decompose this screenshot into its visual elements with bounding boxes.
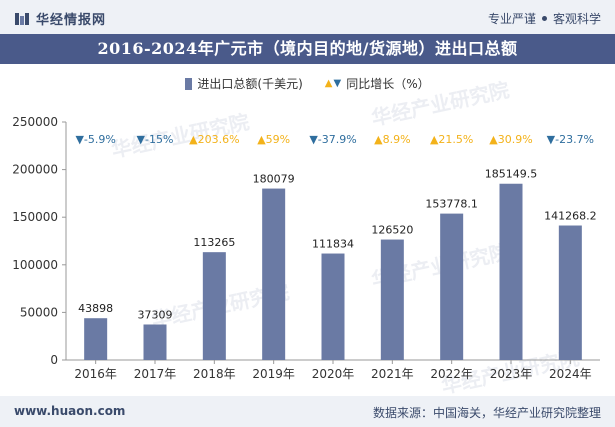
bar [202, 252, 226, 360]
y-tick-label: 200000 [12, 163, 58, 177]
legend-label-growth: 同比增长（%） [346, 77, 430, 91]
x-tick-label: 2019年 [252, 367, 295, 381]
x-tick-label: 2021年 [371, 367, 414, 381]
x-tick-label: 2023年 [490, 367, 533, 381]
bar-value-label: 111834 [312, 238, 354, 251]
y-tick-label: 50000 [20, 305, 58, 319]
legend-label-total: 进出口总额(千美元) [197, 77, 303, 91]
bar-chart: 0 50000 100000 150000 200000 250000 43898 2016年… [12, 115, 600, 381]
growth-label: ▼-23.7% [547, 133, 594, 146]
bar [143, 324, 167, 360]
legend-item-total: 进出口总额(千美元) [185, 75, 303, 92]
x-tick-label: 2024年 [549, 367, 592, 381]
y-tick-label: 100000 [12, 258, 58, 272]
bar-value-label: 37309 [138, 308, 173, 321]
bar-value-label: 185149.5 [485, 168, 538, 181]
bar [440, 213, 464, 360]
top-bar: 华经情报网 专业严谨 客观科学 [0, 0, 615, 34]
tag-objective: 客观科学 [552, 12, 601, 26]
bar-value-label: 113265 [193, 236, 235, 249]
bar [380, 239, 404, 360]
bar [558, 225, 582, 360]
logo-icon [15, 12, 29, 25]
growth-label: ▲30.9% [489, 133, 532, 146]
title-bar: 2016-2024年广元市（境内目的地/货源地）进出口总额 [0, 34, 615, 64]
tag-professional: 专业严谨 [487, 12, 536, 26]
growth-label: ▼-15% [137, 133, 174, 146]
x-tick-label: 2017年 [134, 367, 177, 381]
x-tick-label: 2022年 [430, 367, 473, 381]
bar [499, 183, 523, 360]
brand-name: 华经情报网 [36, 13, 107, 28]
bar [262, 188, 286, 360]
growth-label: ▲8.9% [374, 133, 410, 146]
x-tick-label: 2018年 [193, 367, 236, 381]
bar-value-label: 141268.2 [544, 210, 597, 223]
x-tick-label: 2016年 [74, 367, 117, 381]
brand: 华经情报网 [14, 9, 106, 28]
bottom-bar: www.huaon.com 数据来源：中国海关，华经产业研究院整理 [0, 396, 615, 427]
y-tick-label: 150000 [12, 210, 58, 224]
header-tags: 专业严谨 客观科学 [488, 10, 601, 27]
chart-title: 2016-2024年广元市（境内目的地/货源地）进出口总额 [97, 39, 518, 58]
bar-value-label: 180079 [253, 173, 295, 186]
x-tick-label: 2020年 [312, 367, 355, 381]
growth-label: ▼-5.9% [75, 133, 115, 146]
dot-icon [541, 16, 547, 21]
growth-label: ▲21.5% [430, 133, 473, 146]
growth-label: ▲203.6% [189, 133, 239, 146]
site-url: www.huaon.com [14, 404, 126, 418]
bar-value-label: 153778.1 [425, 198, 478, 211]
bar-value-label: 43898 [78, 302, 113, 315]
bar [84, 318, 108, 360]
legend-item-growth: ▲ ▼ 同比增长（%） [325, 75, 430, 92]
y-tick-label: 0 [50, 353, 58, 367]
growth-label: ▼-37.9% [309, 133, 356, 146]
bar-value-label: 126520 [371, 224, 413, 237]
bar [321, 253, 345, 360]
bar-swatch-icon [185, 77, 193, 90]
growth-label: ▲59% [257, 133, 290, 146]
y-tick-label: 250000 [12, 115, 58, 129]
triangle-icon: ▲ ▼ [324, 78, 342, 89]
legend: 进出口总额(千美元) ▲ ▼ 同比增长（%） [0, 75, 615, 92]
data-source: 数据来源：中国海关，华经产业研究院整理 [372, 406, 601, 420]
